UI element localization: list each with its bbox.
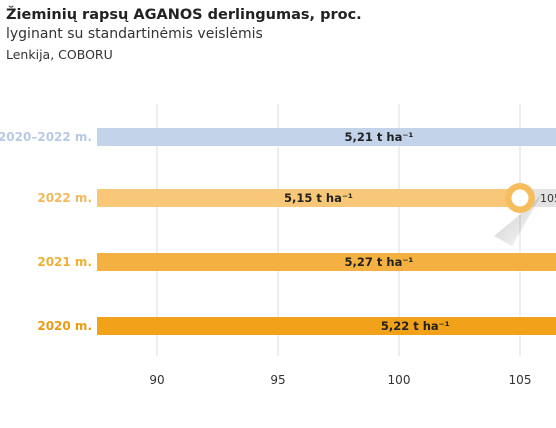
x-tick-label: 105: [509, 373, 532, 387]
chart-subtitle: lyginant su standartinėmis veislėmis: [6, 26, 263, 42]
bar-label: 5,27 t ha⁻¹: [345, 255, 414, 269]
bar-label: 5,22 t ha⁻¹: [381, 319, 450, 333]
bar-row: 5,22 t ha⁻¹1132020 m.: [37, 317, 556, 335]
x-tick-label: 95: [270, 373, 285, 387]
category-label: 2020–2022 m.: [0, 130, 92, 144]
chart-title: Žieminių rapsų AGANOS derlingumas, proc.: [6, 7, 362, 23]
x-axis-ticks: 9095100105110115120: [149, 373, 532, 387]
bar-label: 5,21 t ha⁻¹: [345, 130, 414, 144]
category-label: 2020 m.: [37, 319, 92, 333]
bar: [97, 317, 556, 335]
bar-label: 5,15 t ha⁻¹: [284, 191, 353, 205]
bar: [97, 253, 556, 271]
bar-row: 5,15 t ha⁻¹ 105 2022 m.: [37, 183, 556, 246]
bar: [97, 128, 556, 146]
category-label: 2021 m.: [37, 255, 92, 269]
bar-end-marker-center: [511, 189, 529, 207]
category-label: 2022 m.: [37, 191, 92, 205]
title-block: Žieminių rapsų AGANOS derlingumas, proc.…: [6, 6, 546, 64]
bar-row: 5,21 t ha⁻¹1102020–2022 m.: [0, 128, 556, 146]
bar-row: 5,27 t ha⁻¹1102021 m.: [37, 253, 556, 271]
bars-layer: 5,21 t ha⁻¹1102020–2022 m. 5,15 t ha⁻¹ 105…: [0, 128, 556, 335]
chart-source: Lenkija, COBORU: [6, 47, 113, 62]
value-label: 105: [540, 192, 556, 205]
x-tick-label: 90: [149, 373, 164, 387]
bar: [97, 189, 520, 207]
x-tick-label: 100: [388, 373, 411, 387]
